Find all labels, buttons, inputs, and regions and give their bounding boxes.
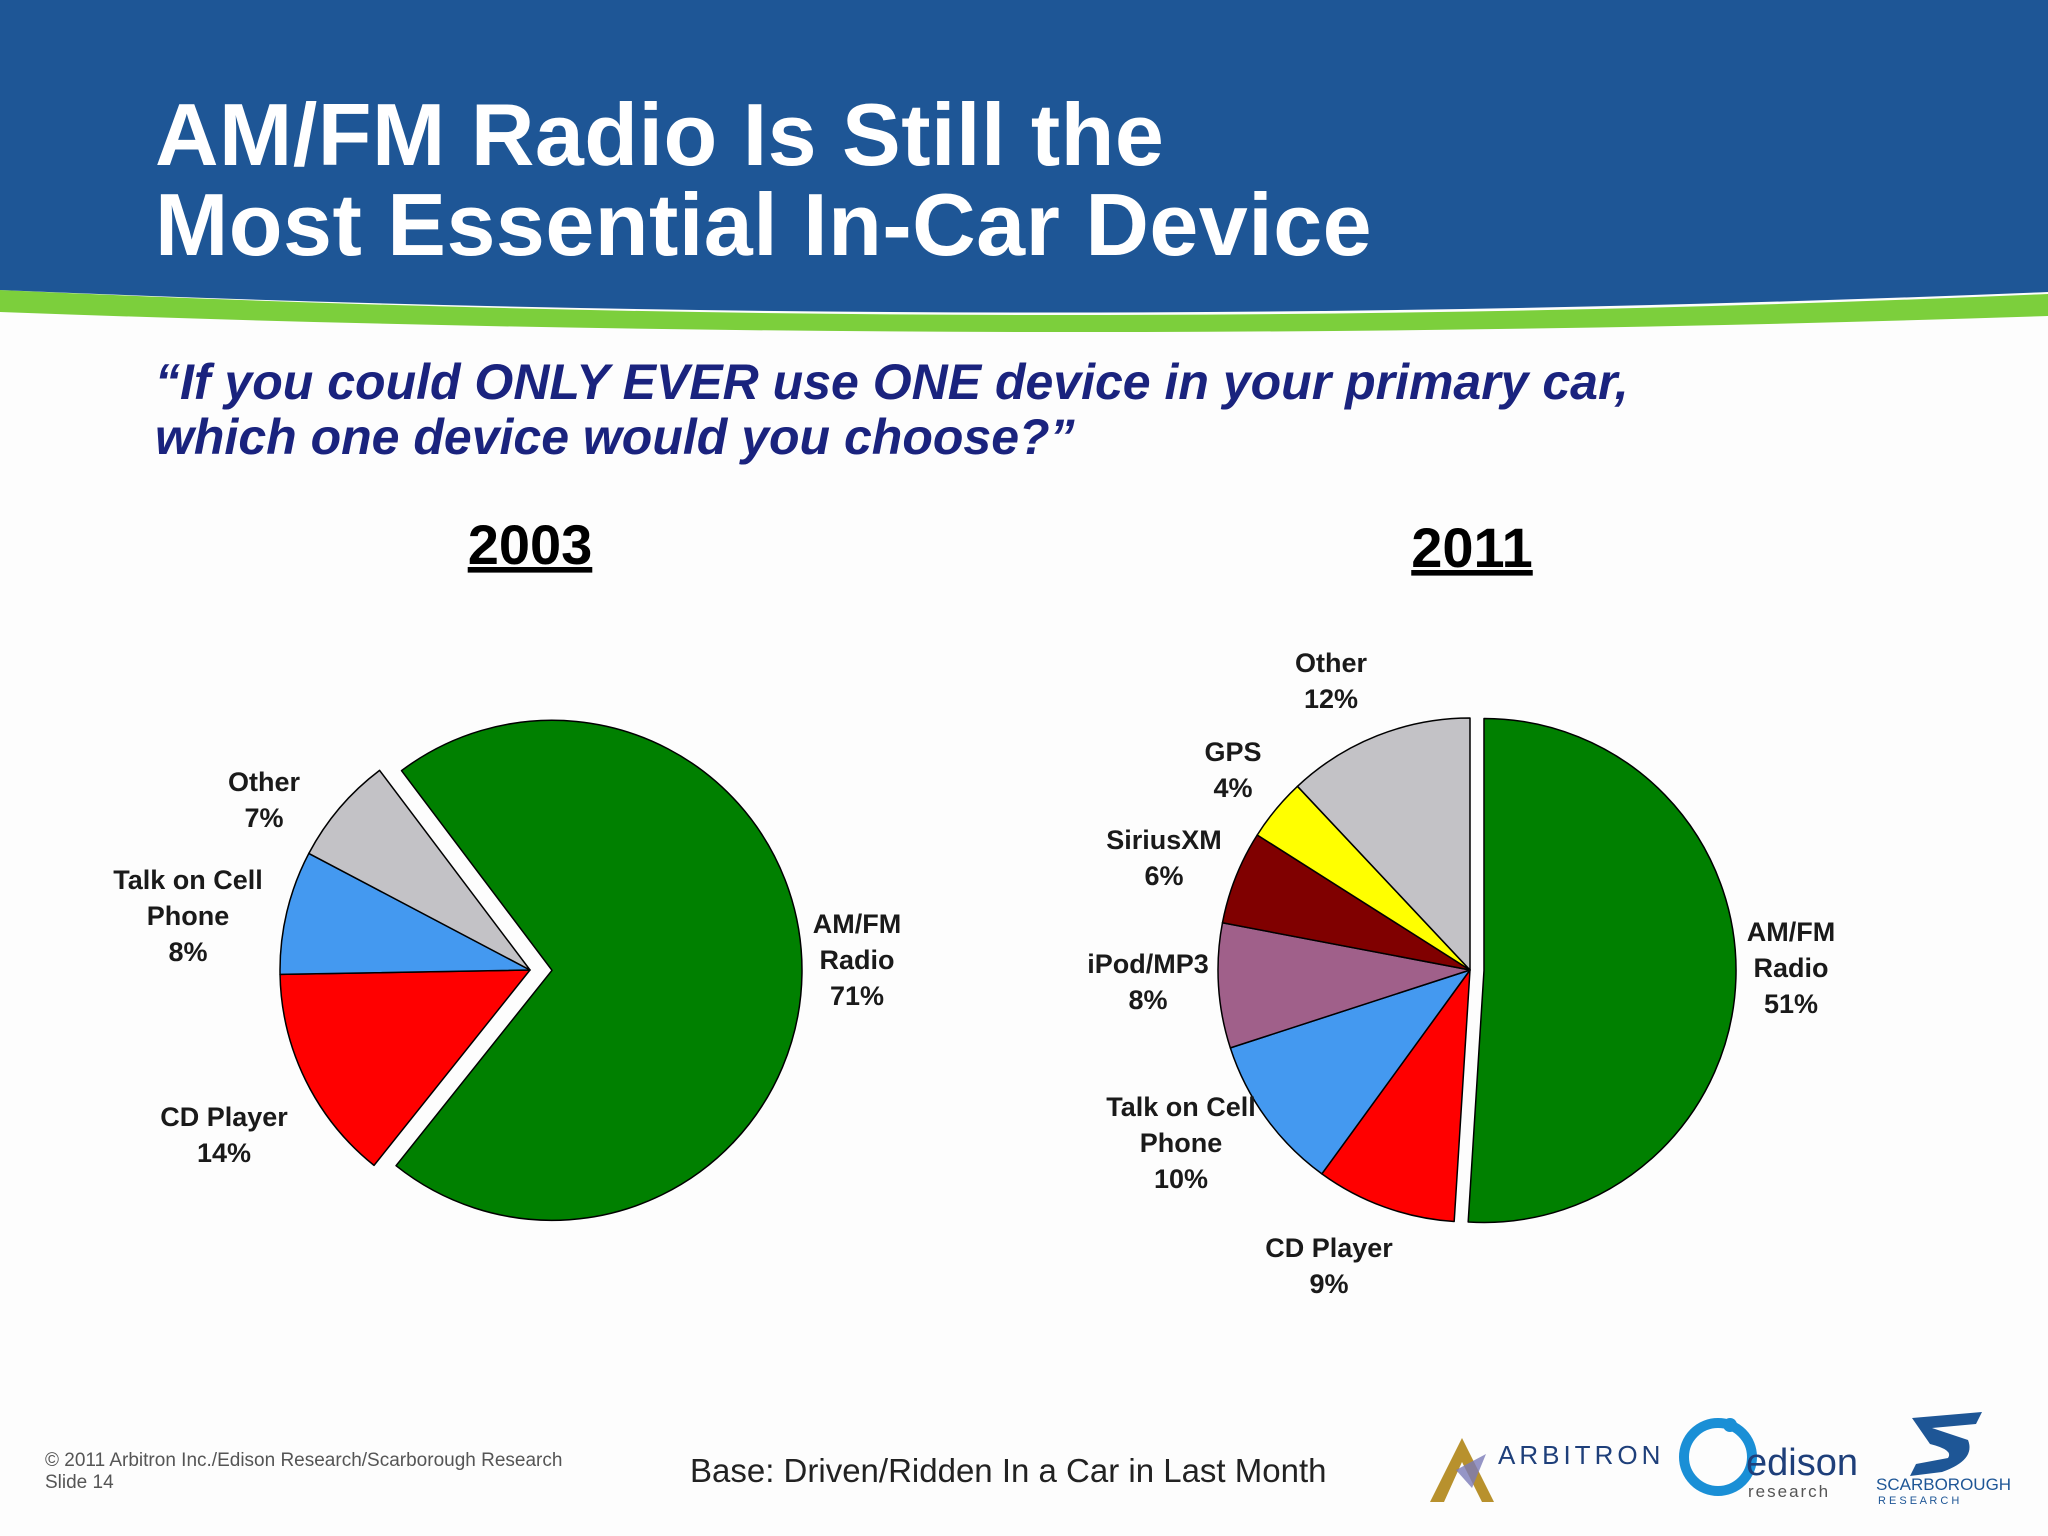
pie-chart-2003: 2003 AM/FM Radio 71% CD Player 14% Talk on Cel… — [113, 513, 901, 1222]
pie-slice-cd-player — [1321, 969, 1471, 1223]
slice-label-line: 14% — [197, 1138, 251, 1168]
edison-logo-subtext: research — [1748, 1482, 1830, 1501]
slice-label-line: GPS — [1204, 737, 1261, 767]
slide-number: Slide 14 — [45, 1472, 114, 1493]
footer-copyright-block: © 2011 Arbitron Inc./Edison Research/Sca… — [45, 1450, 562, 1494]
slice-label-line: CD Player — [160, 1102, 288, 1132]
pie-slice-am-fm-radio — [395, 719, 803, 1222]
pie-slice-talk-on-cell-phone — [279, 852, 531, 976]
header-band — [0, 0, 2048, 333]
scarborough-logo-mark — [1910, 1412, 1982, 1476]
pie-slice-talk-on-cell-phone — [1229, 969, 1471, 1175]
slice-label-line: SiriusXM — [1106, 825, 1222, 855]
slice-label-talk-on-cell-phone: Talk on Cell Phone 8% — [113, 865, 263, 967]
slice-label-am-fm-radio: AM/FM Radio 51% — [1747, 917, 1835, 1019]
slice-label-line: Other — [1295, 648, 1368, 678]
slice-label-line: 4% — [1213, 773, 1252, 803]
slice-label-line: iPod/MP3 — [1087, 949, 1209, 979]
slice-label-siriusxm: SiriusXM 6% — [1106, 825, 1222, 891]
scarborough-logo-text: SCARBOROUGH — [1876, 1475, 2011, 1494]
edison-logo-swirl — [1679, 1418, 1757, 1496]
edison-logo-dot — [1723, 1418, 1737, 1432]
pie-slice-cd-player — [279, 969, 531, 1167]
arbitron-logo-mark — [1430, 1438, 1494, 1502]
scarborough-logo: SCARBOROUGH R E S E A R C H — [1876, 1412, 2011, 1507]
slice-label-line: 51% — [1764, 989, 1818, 1019]
question-line-2: which one device would you choose?” — [155, 409, 1075, 465]
pie-chart-2011: 2011 AM/FM Radio 51% CD Player 9% Talk on Cell… — [1087, 516, 1835, 1299]
slice-label-line: Phone — [1140, 1128, 1223, 1158]
slice-label-line: Other — [228, 767, 301, 797]
slice-label-line: 71% — [830, 981, 884, 1011]
slice-label-cd-player: CD Player 14% — [160, 1102, 288, 1168]
slice-label-talk-on-cell-phone: Talk on Cell Phone 10% — [1106, 1092, 1256, 1194]
chart-title-2003: 2003 — [468, 513, 593, 576]
slice-label-line: 8% — [1128, 985, 1167, 1015]
slice-label-line: AM/FM — [1747, 917, 1835, 947]
slice-label-line: 6% — [1144, 861, 1183, 891]
slice-label-line: CD Player — [1265, 1233, 1393, 1263]
chart-title-2011: 2011 — [1411, 516, 1533, 579]
scarborough-logo-subtext: R E S E A R C H — [1878, 1495, 1959, 1507]
question-line-1: “If you could ONLY EVER use ONE device i… — [155, 354, 1629, 410]
slice-label-cd-player: CD Player 9% — [1265, 1233, 1393, 1299]
pie-slice-am-fm-radio — [1467, 717, 1737, 1224]
header-accent-stripe — [0, 290, 2048, 333]
edison-logo: edison research — [1679, 1418, 1858, 1501]
arbitron-logo-mark-accent — [1456, 1454, 1486, 1488]
slice-label-line: 10% — [1154, 1164, 1208, 1194]
slide-title: AM/FM Radio Is Still the Most Essential … — [155, 90, 1372, 270]
slice-label-line: 7% — [244, 803, 283, 833]
slice-label-line: 12% — [1304, 684, 1358, 714]
base-note: Base: Driven/Ridden In a Car in Last Mon… — [690, 1452, 1327, 1489]
slice-label-ipod-mp3: iPod/MP3 8% — [1087, 949, 1209, 1015]
slice-label-am-fm-radio: AM/FM Radio 71% — [813, 909, 901, 1011]
slice-label-line: Talk on Cell — [1106, 1092, 1256, 1122]
copyright-text: © 2011 Arbitron Inc./Edison Research/Sca… — [45, 1450, 563, 1471]
slice-label-line: 9% — [1309, 1269, 1348, 1299]
slice-label-other: Other 7% — [228, 767, 301, 833]
slice-label-gps: GPS 4% — [1204, 737, 1261, 803]
title-line-2: Most Essential In-Car Device — [155, 175, 1373, 274]
survey-question: “If you could ONLY EVER use ONE device i… — [155, 355, 1629, 465]
pie-slice-other — [1296, 717, 1471, 971]
slice-label-line: 8% — [168, 937, 207, 967]
pie-slice-ipod-mp3 — [1217, 922, 1471, 1049]
edison-logo-text: edison — [1746, 1442, 1858, 1484]
slice-label-line: Talk on Cell — [113, 865, 263, 895]
slice-label-line: Phone — [147, 901, 230, 931]
arbitron-logo: ARBITRON — [1430, 1438, 1664, 1502]
slice-label-line: Radio — [819, 945, 894, 975]
slice-label-line: Radio — [1753, 953, 1828, 983]
slice-label-other: Other 12% — [1295, 648, 1368, 714]
pie-slice-other — [308, 769, 531, 971]
title-line-1: AM/FM Radio Is Still the — [155, 85, 1165, 184]
arbitron-logo-text: ARBITRON — [1498, 1440, 1664, 1470]
header-background — [0, 0, 2048, 313]
slice-label-line: AM/FM — [813, 909, 901, 939]
